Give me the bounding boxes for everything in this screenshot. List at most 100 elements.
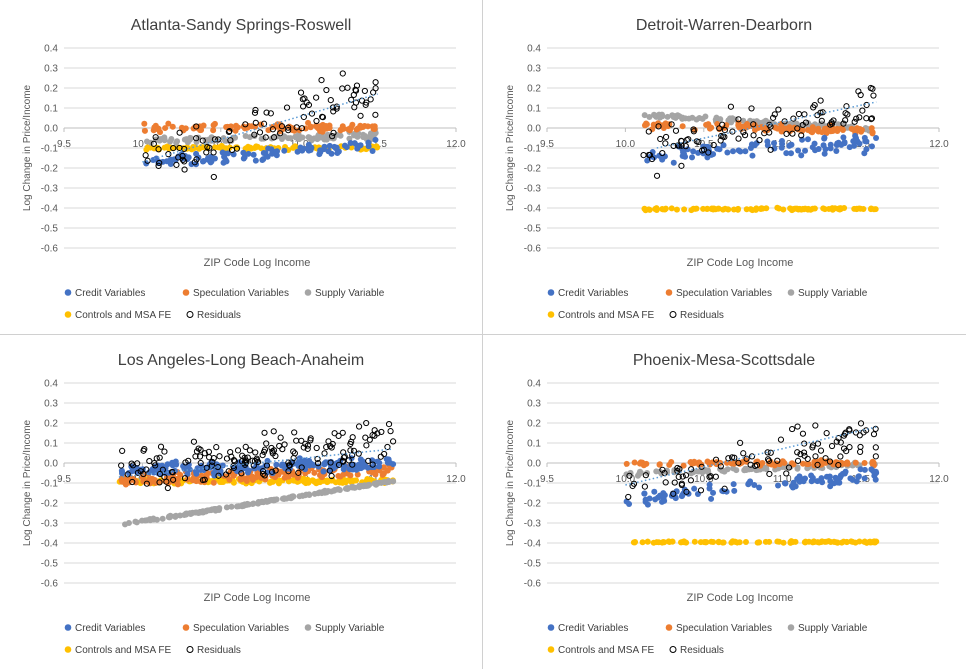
residual-point [206, 454, 213, 461]
data-point [747, 206, 754, 213]
data-point [833, 148, 840, 155]
residual-point [804, 455, 811, 462]
residual-point [672, 127, 680, 134]
data-point [796, 206, 803, 213]
data-point [340, 125, 347, 132]
data-point [210, 479, 217, 486]
x-axis-title: ZIP Code Log Income [204, 257, 311, 269]
data-point [295, 133, 302, 140]
y-tick-label: 0.0 [44, 124, 58, 135]
residual-point [857, 443, 864, 451]
residual-point [260, 470, 267, 478]
residual-point [626, 472, 633, 479]
data-point [872, 476, 879, 483]
y-tick-label: -0.5 [524, 559, 542, 570]
data-point [252, 465, 259, 472]
chart-panel-detroit: Detroit-Warren-Dearborn 0.4 0.3 0.2 0.1 0.0 -0… [483, 0, 966, 334]
residual-point [318, 77, 325, 84]
residual-point [170, 145, 177, 152]
data-point [373, 481, 380, 488]
data-point [792, 205, 799, 212]
x-tick-label: 12.0 [446, 139, 466, 150]
residual-point [823, 430, 830, 437]
data-point [321, 143, 328, 150]
data-point [354, 462, 361, 469]
data-point [317, 124, 324, 131]
residual-point [298, 464, 305, 471]
data-point [334, 149, 341, 156]
residual-point [817, 97, 824, 104]
residual-point [670, 142, 677, 150]
data-point [259, 156, 266, 163]
data-point [661, 497, 668, 504]
data-point [723, 459, 730, 466]
residual-point [165, 151, 172, 158]
data-point [630, 539, 637, 546]
data-point [237, 476, 244, 483]
data-point [203, 507, 210, 514]
legend-entry: Supply Variable [304, 623, 385, 634]
residual-point [137, 468, 144, 475]
residual-point [146, 457, 153, 465]
residual-point [728, 454, 736, 461]
data-point [708, 538, 715, 545]
residual-point [285, 468, 292, 475]
y-tick-label: -0.5 [41, 224, 59, 235]
residual-point [783, 130, 790, 137]
residual-point [267, 110, 274, 117]
legend-label: Speculation Variables [193, 288, 289, 299]
residual-point [176, 129, 183, 136]
y-tick-label: 0.2 [527, 84, 541, 95]
x-tick-label: 11.0 [773, 474, 792, 485]
residual-point [128, 460, 135, 467]
data-point [278, 462, 285, 469]
data-point [285, 478, 292, 485]
series-supply-variable [122, 477, 397, 528]
data-point [380, 479, 387, 486]
data-point [263, 153, 270, 160]
data-point [311, 469, 318, 476]
residual-point [361, 87, 368, 95]
data-point [811, 205, 818, 212]
data-point [826, 473, 833, 480]
residual-point [870, 92, 877, 99]
data-point [669, 538, 676, 545]
data-point [330, 487, 337, 494]
data-point [193, 470, 200, 477]
data-point [800, 478, 807, 485]
residual-point [353, 82, 361, 89]
residual-point [325, 438, 332, 445]
data-point [771, 140, 778, 147]
data-point [843, 539, 850, 546]
residual-point [771, 111, 778, 118]
residual-point [181, 145, 188, 153]
residual-point [365, 457, 372, 464]
legend-label: Controls and MSA FE [558, 645, 654, 656]
data-point [699, 469, 706, 476]
data-point [725, 206, 732, 213]
y-tick-label: -0.5 [524, 224, 542, 235]
residual-trendline [142, 93, 378, 163]
data-point [710, 489, 717, 496]
data-point [731, 538, 738, 545]
residual-point [263, 462, 271, 469]
residual-point [735, 116, 742, 123]
residual-point [302, 440, 309, 447]
legend-entry: Residuals [669, 310, 724, 321]
data-point [735, 205, 742, 212]
legend-label: Credit Variables [558, 288, 628, 299]
data-point [240, 502, 247, 509]
data-point [866, 538, 873, 545]
data-point [673, 206, 680, 213]
residual-point [206, 144, 213, 151]
data-point [680, 462, 687, 469]
data-point [760, 119, 767, 126]
data-point [255, 499, 262, 506]
residual-point [767, 146, 774, 153]
data-point [269, 150, 276, 157]
residual-point [678, 162, 685, 169]
data-point [144, 144, 151, 151]
residual-point [242, 443, 249, 450]
y-tick-label: -0.2 [524, 164, 542, 175]
data-point [119, 470, 126, 477]
